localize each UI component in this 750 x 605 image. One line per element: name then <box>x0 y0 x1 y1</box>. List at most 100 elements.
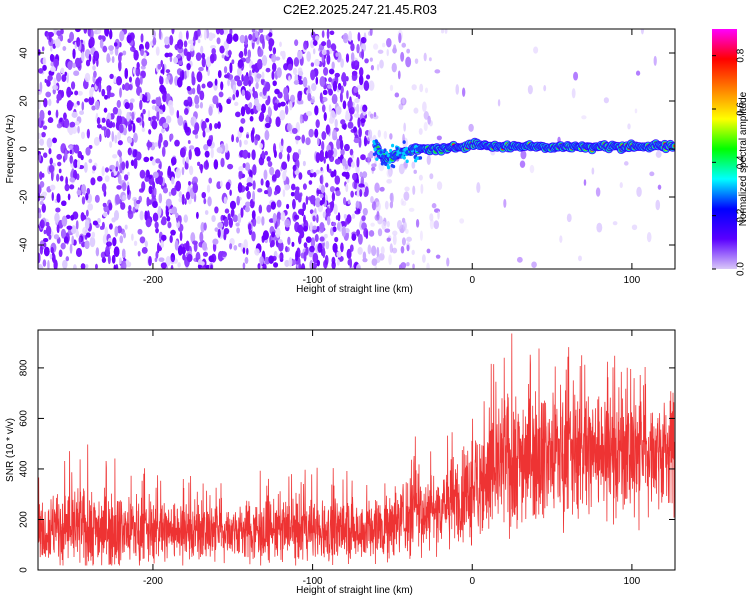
spectrogram-noise-blob <box>362 207 368 216</box>
spectrogram-noise-blob <box>325 240 330 250</box>
spectrogram-noise-blob <box>351 213 356 219</box>
spectrogram-noise-blob <box>310 169 314 174</box>
spectrogram-noise-blob <box>197 161 201 167</box>
spectrogram-noise-blob <box>315 197 321 208</box>
spectrogram-noise-blob <box>272 80 277 87</box>
spectrogram-noise-blob <box>374 264 377 269</box>
spectrogram-noise-blob <box>405 228 409 234</box>
spectrogram-noise-blob <box>232 84 237 95</box>
spectrogram-noise-blob <box>249 116 254 122</box>
spectrogram-noise-blob <box>426 154 431 166</box>
spectrogram-noise-blob <box>411 161 416 169</box>
spectrogram-noise-blob <box>148 129 152 135</box>
spectrogram-noise-blob <box>299 114 303 124</box>
spectrogram-noise-blob <box>261 71 265 80</box>
spectrogram-noise-blob <box>227 50 232 56</box>
spectrogram-noise-blob <box>328 68 335 75</box>
spectrogram-noise-blob <box>497 99 501 107</box>
spectrogram-noise-blob <box>321 131 327 140</box>
spectrogram-noise-blob <box>476 182 481 194</box>
spectrogram-noise-blob <box>446 257 450 267</box>
spectrogram-noise-blob <box>370 113 374 119</box>
spectrogram-noise-blob <box>227 163 234 170</box>
spectrogram-noise-blob <box>220 81 224 91</box>
snr-panel: -200 -100 0 100 0 200 400 600 800 Height of strai… <box>5 329 676 596</box>
spectrogram-noise-blob <box>234 75 241 82</box>
spectrogram-noise-blob <box>361 49 364 60</box>
spectrogram-noise-blob <box>186 51 192 62</box>
spectrogram-noise-blob <box>242 247 246 254</box>
spectrogram-noise-blob <box>361 215 366 222</box>
spectrogram-ytick-label: -40 <box>19 237 30 252</box>
spectrogram-noise-blob <box>332 135 338 141</box>
spectrogram-noise-blob <box>310 69 316 81</box>
spectrogram-noise-blob <box>571 88 576 99</box>
spectrogram-noise-blob <box>386 220 390 228</box>
spectrogram-ytick-label: -20 <box>19 189 30 204</box>
spectrogram-noise-blob <box>177 77 183 88</box>
spectrogram-noise-blob <box>392 234 397 246</box>
spectrogram-noise-blob <box>93 136 100 146</box>
spectrogram-noise-blob <box>543 85 547 92</box>
spectrogram-noise-blob <box>261 55 268 66</box>
spectrogram-noise-blob <box>185 191 191 200</box>
spectrogram-noise-blob <box>423 121 428 132</box>
spectrogram-noise-blob <box>356 103 360 114</box>
spectrogram-noise-blob <box>195 103 200 109</box>
spectrogram-noise-blob <box>428 57 432 62</box>
spectrogram-noise-blob <box>95 263 98 269</box>
spectrogram-noise-blob <box>286 203 290 210</box>
spectrogram-noise-blob <box>332 148 338 158</box>
spectrogram-noise-blob <box>121 182 127 192</box>
spectrogram-noise-blob <box>305 195 309 206</box>
spectrogram-noise-blob <box>619 182 623 189</box>
spectrogram-noise-blob <box>104 175 110 183</box>
spectrogram-noise-blob <box>151 99 157 104</box>
spectrogram-noise-blob <box>358 137 362 148</box>
spectrogram-noise-blob <box>60 228 66 239</box>
spectrogram-noise-blob <box>83 162 88 173</box>
spectrogram-noise-blob <box>359 171 363 178</box>
spectrogram-noise-blob <box>97 124 102 129</box>
spectrogram-noise-blob <box>72 48 76 59</box>
spectrogram-noise-blob <box>386 48 389 57</box>
spectrogram-noise-blob <box>280 138 284 147</box>
spectrogram-noise-blob <box>381 220 387 230</box>
spectrogram-noise-blob <box>39 181 45 188</box>
spectrogram-noise-blob <box>248 33 253 41</box>
spectrogram-noise-blob <box>343 143 350 152</box>
spectrogram-noise-blob <box>264 190 269 195</box>
spectrogram-noise-blob <box>391 62 397 73</box>
spectrogram-noise-blob <box>426 262 430 269</box>
spectrogram-noise-blob <box>210 264 213 269</box>
spectrogram-noise-blob <box>397 70 401 80</box>
spectrogram-noise-blob <box>316 259 320 267</box>
spectrogram-noise-blob <box>229 243 233 250</box>
spectrogram-noise-blob <box>245 56 251 64</box>
spectrogram-noise-blob <box>85 219 90 230</box>
spectrogram-noise-blob <box>319 76 326 87</box>
spectrogram-noise-blob <box>266 204 272 213</box>
spectrogram-noise-blob <box>415 218 420 228</box>
spectrogram-noise-blob <box>108 202 113 211</box>
spectrogram-noise-blob <box>379 59 384 69</box>
spectrogram-noise-blob <box>331 191 336 202</box>
spectrogram-noise-blob <box>327 149 332 159</box>
spectrogram-noise-blob <box>103 107 108 113</box>
spectrogram-noise-blob <box>145 169 150 178</box>
spectrogram-noise-blob <box>116 114 122 126</box>
spectrogram-noise-blob <box>130 120 134 125</box>
spectrogram-noise-blob <box>423 111 429 120</box>
spectrogram-noise-blob <box>43 242 47 248</box>
spectrogram-noise-blob <box>331 61 335 70</box>
spectrogram-noise-blob <box>113 264 117 269</box>
spectrogram-noise-blob <box>81 184 87 194</box>
spectrogram-noise-blob <box>519 160 526 168</box>
spectrogram-noise-blob <box>121 248 126 258</box>
spectrogram-noise-blob <box>516 256 523 263</box>
spectrogram-noise-blob <box>192 87 196 95</box>
spectrogram-noise-blob <box>159 75 162 85</box>
spectrogram-noise-blob <box>182 156 185 165</box>
spectrogram-noise-blob <box>48 31 54 38</box>
spectrogram-noise-blob <box>297 80 304 85</box>
